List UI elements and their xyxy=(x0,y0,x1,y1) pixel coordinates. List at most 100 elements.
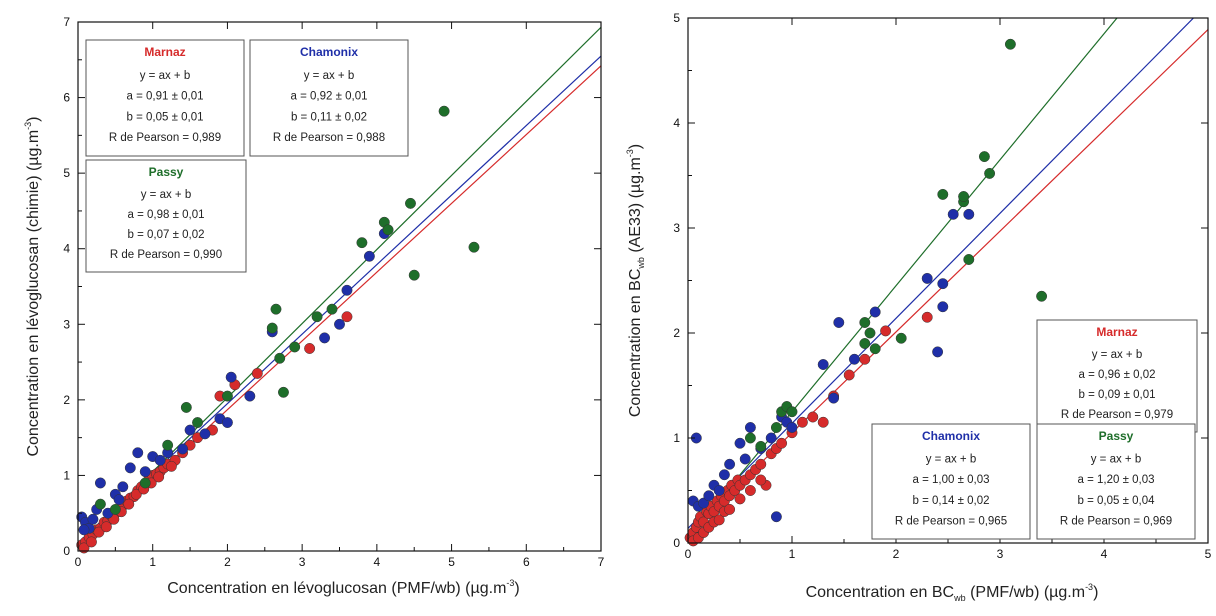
data-point xyxy=(921,311,933,323)
data-point xyxy=(94,498,106,510)
x-tick-label: 0 xyxy=(685,547,692,561)
label-part: ) xyxy=(1093,584,1098,601)
data-point xyxy=(109,503,121,515)
data-point xyxy=(713,514,725,526)
legend-line: y = ax + b xyxy=(141,189,192,201)
data-point xyxy=(734,437,746,449)
y-tick-label: 4 xyxy=(63,242,70,256)
y-axis-label: Concentration en BCwb (AE33) (µg.m-3) xyxy=(625,144,646,417)
x-tick-label: 1 xyxy=(789,547,796,561)
data-point xyxy=(895,332,907,344)
data-point xyxy=(963,208,975,220)
data-point xyxy=(921,272,933,284)
legend-box-passy: Passy y = ax + b a = 0,98 ± 0,01 b = 0,07 ±… xyxy=(85,159,247,273)
data-point xyxy=(817,416,829,428)
x-tick-label: 6 xyxy=(523,555,530,569)
legend-line: a = 0,91 ± 0,01 xyxy=(127,91,204,103)
legend-frame xyxy=(1036,423,1196,540)
data-point xyxy=(765,432,777,444)
data-point xyxy=(251,367,263,379)
data-point xyxy=(770,422,782,433)
data-point xyxy=(734,493,746,505)
data-point xyxy=(153,471,165,483)
y-tick-label: 5 xyxy=(63,166,70,180)
series-chamonix xyxy=(687,208,975,523)
data-point xyxy=(356,237,368,249)
data-point xyxy=(984,167,996,179)
legend-line: a = 0,92 ± 0,01 xyxy=(291,91,368,103)
data-point xyxy=(744,422,756,433)
data-point xyxy=(859,338,871,349)
data-point xyxy=(244,390,256,402)
data-point xyxy=(828,392,840,404)
y-tick-label: 3 xyxy=(673,221,680,235)
x-tick-label: 7 xyxy=(598,555,605,569)
data-point xyxy=(438,105,450,117)
data-point xyxy=(130,488,142,500)
data-point xyxy=(94,477,106,489)
data-point xyxy=(139,477,151,489)
data-point xyxy=(703,490,715,502)
legend-box-chamonix: Chamonix y = ax + b a = 0,92 ± 0,01 b = 0,1… xyxy=(249,39,409,157)
data-point xyxy=(266,322,278,334)
data-point xyxy=(100,521,112,533)
legend-title: Chamonix xyxy=(922,429,980,443)
label-part: wb xyxy=(636,257,646,270)
legend-line: a = 0,96 ± 0,02 xyxy=(1079,369,1156,381)
y-tick-label: 1 xyxy=(63,468,70,482)
y-tick-label: 3 xyxy=(63,317,70,331)
y-tick-label: 1 xyxy=(673,431,680,445)
data-point xyxy=(937,188,949,200)
legend-line: a = 0,98 ± 0,01 xyxy=(128,209,205,221)
legend-frame xyxy=(249,39,409,157)
data-point xyxy=(937,301,949,313)
data-point xyxy=(341,284,353,296)
data-point xyxy=(755,474,767,486)
data-point xyxy=(278,386,289,398)
data-point xyxy=(724,503,736,515)
series-chamonix xyxy=(76,228,390,536)
data-point xyxy=(776,437,788,449)
data-point xyxy=(848,353,860,365)
data-point xyxy=(869,306,881,318)
y-tick-label: 2 xyxy=(63,393,70,407)
legend-frame xyxy=(1036,319,1198,433)
legend-line: y = ax + b xyxy=(304,70,355,82)
y-tick-label: 0 xyxy=(63,544,70,558)
x-tick-label: 3 xyxy=(299,555,306,569)
series-marnaz xyxy=(684,311,933,547)
x-axis-label: Concentration en BCwb (PMF/wb) (µg.m-3) xyxy=(806,582,1099,603)
data-point xyxy=(744,432,756,444)
data-point xyxy=(869,343,881,355)
legend-frame xyxy=(85,39,245,157)
data-point xyxy=(117,481,129,493)
data-point xyxy=(199,428,211,440)
data-point xyxy=(859,317,871,328)
data-point xyxy=(274,352,286,364)
data-point xyxy=(177,443,189,455)
data-point xyxy=(978,151,990,163)
data-point xyxy=(165,460,177,472)
data-point xyxy=(304,343,316,354)
y-tick-label: 7 xyxy=(63,15,70,29)
x-tick-label: 4 xyxy=(1101,547,1108,561)
label-part: ) xyxy=(25,116,42,121)
data-point xyxy=(184,424,196,436)
data-point xyxy=(724,458,736,470)
legend-line: a = 1,20 ± 0,03 xyxy=(1078,474,1155,486)
data-point xyxy=(880,325,892,337)
data-point xyxy=(958,191,970,202)
data-point xyxy=(947,208,959,220)
data-point xyxy=(334,318,345,330)
data-point xyxy=(796,416,808,428)
label-part: Concentration en lévoglucosan (PMF/wb) (… xyxy=(167,580,506,597)
legend-line: b = 0,09 ± 0,01 xyxy=(1079,389,1156,401)
legend-box-chamonix: Chamonix y = ax + b a = 1,00 ± 0,03 b = 0,1… xyxy=(871,423,1031,540)
legend-line: b = 0,05 ± 0,04 xyxy=(1078,495,1156,507)
data-point xyxy=(786,406,798,418)
data-point xyxy=(225,371,237,383)
data-point xyxy=(221,417,233,428)
label-part: Concentration en lévoglucosan (chimie) (… xyxy=(25,130,42,457)
data-point xyxy=(192,417,203,428)
